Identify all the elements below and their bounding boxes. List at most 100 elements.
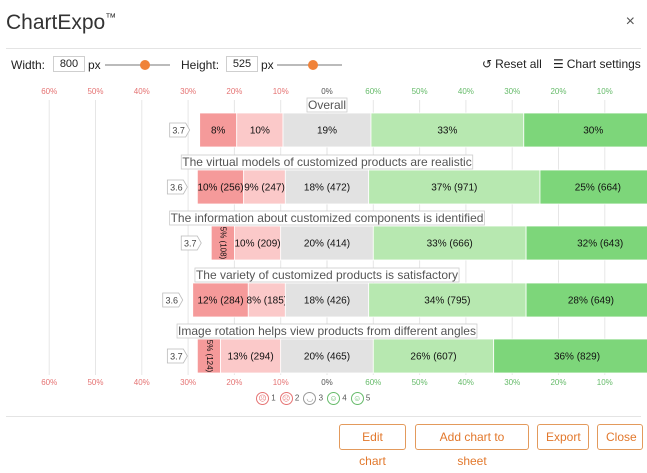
x-tick-label: 50% <box>412 378 428 387</box>
legend-label: 4 <box>340 393 347 403</box>
bar-data-label: 18% (426) <box>304 296 350 307</box>
x-tick-label: 10% <box>273 378 289 387</box>
height-label: Height: <box>181 58 220 72</box>
legend-label: 3 <box>316 393 324 403</box>
x-tick-label: 20% <box>226 87 242 96</box>
bar-segment <box>196 169 245 205</box>
x-tick-label: 0% <box>321 378 333 387</box>
legend-item: ☺ 5 <box>350 392 371 405</box>
footer: Edit chart Add chart to sheet Export Clo… <box>0 415 647 468</box>
chart-legend: ☹ 1 ☹ 2 ◡ 3 ☺ 4 ☺ 5 <box>256 392 374 406</box>
bar-data-label: 33% (666) <box>427 239 473 250</box>
x-tick-label: 60% <box>41 378 57 387</box>
bar-data-label: 10% (256) <box>197 183 243 194</box>
bar-segment <box>525 282 647 318</box>
row-label: The information about customized compone… <box>171 211 484 225</box>
close-icon[interactable]: × <box>625 13 635 30</box>
bar-data-label: 25% (664) <box>575 183 621 194</box>
row-label-box <box>194 267 460 283</box>
score-value: 3.7 <box>172 126 185 136</box>
x-tick-label: 60% <box>365 87 381 96</box>
likert-chart: 60% 10% 60% 10% 50% 20% 50% 20% 40% 30% 40% 30% 30% 4… <box>41 87 647 387</box>
bar-segment <box>220 338 282 374</box>
bar-data-label: 34% (795) <box>424 296 470 307</box>
legend-item: ☹ 2 <box>279 392 300 405</box>
bar-data-label: 5% (124) <box>205 340 214 373</box>
trademark-mark: ™ <box>105 12 117 24</box>
bar-data-label: 33% <box>437 126 457 137</box>
bar-data-label: 9% (247) <box>244 183 285 194</box>
bar-segment <box>370 112 525 148</box>
row-label: Overall <box>308 98 346 112</box>
legend-item: ☹ 1 <box>256 392 276 405</box>
bar-data-label: 5% (108) <box>219 227 228 260</box>
bar-segment <box>192 282 249 318</box>
bar-segment <box>280 225 374 261</box>
app-title: ChartExpo™ <box>6 11 116 35</box>
x-tick-label: 40% <box>458 378 474 387</box>
bar-data-label: 20% (414) <box>304 239 350 250</box>
bar-data-label: 8% (185) <box>247 296 288 307</box>
x-tick-label: 40% <box>458 87 474 96</box>
bar-data-label: 32% (643) <box>577 239 623 250</box>
bar-segment <box>368 282 527 318</box>
bar-data-label: 10% <box>250 126 270 137</box>
bar-data-label: 36% (829) <box>554 352 600 363</box>
legend-label: 5 <box>363 393 371 403</box>
rating-face-icon: ☹ <box>279 392 293 405</box>
legend-label: 2 <box>292 393 300 403</box>
close-button[interactable]: Close <box>597 424 643 450</box>
rating-face-icon: ☹ <box>256 392 269 405</box>
height-input[interactable] <box>226 56 258 72</box>
bar-data-label: 30% <box>583 126 603 137</box>
width-input[interactable] <box>53 56 85 72</box>
x-tick-label: 50% <box>87 87 103 96</box>
row-label-box <box>169 210 485 226</box>
bar-segment <box>539 169 647 205</box>
reset-all-button[interactable]: ↺ Reset all <box>482 57 542 71</box>
width-slider[interactable] <box>105 64 170 66</box>
bar-data-label: 10% (209) <box>234 239 280 250</box>
x-tick-label: 10% <box>597 87 613 96</box>
x-tick-label: 50% <box>412 87 428 96</box>
x-tick-label: 20% <box>550 378 566 387</box>
score-value: 3.6 <box>165 296 178 306</box>
x-tick-label: 10% <box>273 87 289 96</box>
chart-area: 60% 10% 60% 10% 50% 20% 50% 20% 40% 30% 40% 30% 30% 4… <box>0 80 647 410</box>
score-value: 3.7 <box>184 239 197 249</box>
x-tick-label: 60% <box>365 378 381 387</box>
bar-data-label: 19% <box>317 126 337 137</box>
x-tick-label: 20% <box>226 378 242 387</box>
export-button[interactable]: Export <box>537 424 589 450</box>
title-divider <box>6 48 641 49</box>
bar-data-label: 13% (294) <box>228 352 274 363</box>
x-tick-label: 40% <box>134 87 150 96</box>
bar-segment <box>247 282 286 318</box>
score-badge <box>166 179 188 195</box>
bar-data-label: 12% (284) <box>197 296 243 307</box>
bar-segment <box>233 225 282 261</box>
row-label-box <box>176 323 478 339</box>
chart-settings-label: Chart settings <box>566 57 641 71</box>
score-badge <box>162 292 184 308</box>
sliders-icon: ☰ <box>553 57 564 71</box>
x-tick-label: 50% <box>87 378 103 387</box>
height-unit: px <box>261 58 274 72</box>
x-tick-label: 30% <box>504 378 520 387</box>
bar-segment <box>284 282 370 318</box>
x-tick-label: 10% <box>597 378 613 387</box>
bar-data-label: 28% (649) <box>568 296 614 307</box>
rating-face-icon: ◡ <box>303 392 317 405</box>
edit-chart-button[interactable]: Edit chart <box>339 424 406 468</box>
add-chart-to-sheet-button[interactable]: Add chart to sheet <box>415 424 529 468</box>
x-tick-label: 30% <box>180 87 196 96</box>
row-label: The variety of customized products is sa… <box>196 268 458 282</box>
row-label: Image rotation helps view products from … <box>178 324 476 338</box>
x-tick-label: 30% <box>180 378 196 387</box>
footer-divider <box>6 416 641 417</box>
score-badge <box>180 235 202 251</box>
chart-settings-button[interactable]: ☰ Chart settings <box>553 57 641 71</box>
width-slider-thumb[interactable] <box>140 60 151 70</box>
title-bar: ChartExpo™ × <box>0 0 647 48</box>
height-slider-thumb[interactable] <box>307 60 318 70</box>
